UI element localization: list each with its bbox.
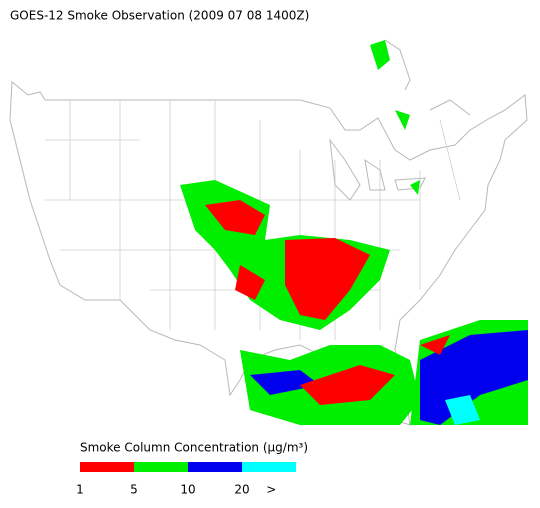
- smoke-area: [445, 395, 480, 425]
- legend-tick-label: 1: [76, 483, 84, 497]
- legend-tick-label: 5: [130, 483, 138, 497]
- legend-ticks: 1 5 10 20 >: [76, 483, 276, 497]
- great-lakes: [329, 138, 426, 201]
- legend-swatch: [134, 462, 188, 472]
- smoke-areas: [180, 40, 528, 425]
- smoke-area: [370, 40, 420, 195]
- legend-tick-label: >: [266, 483, 276, 497]
- canada-coast: [384, 39, 471, 116]
- map-title: GOES-12 Smoke Observation (2009 07 08 14…: [10, 9, 309, 23]
- legend-swatch: [188, 462, 242, 472]
- legend-tick-label: 20: [234, 483, 249, 497]
- legend-title: Smoke Column Concentration (μg/m³): [80, 441, 308, 455]
- legend-swatch: [242, 462, 296, 472]
- legend-swatch: [80, 462, 134, 472]
- legend-bar: [80, 462, 296, 472]
- smoke-area: [300, 335, 450, 405]
- coastline: [9, 80, 528, 426]
- smoke-area: [205, 200, 370, 320]
- legend-tick-label: 10: [180, 483, 195, 497]
